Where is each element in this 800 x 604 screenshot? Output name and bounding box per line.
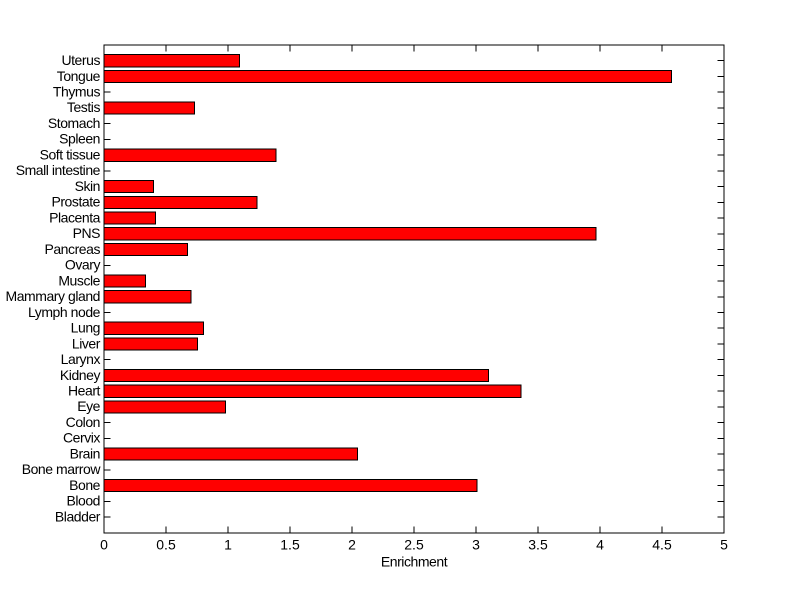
svg-text:1: 1 — [224, 537, 232, 553]
svg-text:2.5: 2.5 — [404, 537, 424, 553]
svg-text:Skin: Skin — [75, 178, 100, 194]
svg-text:5: 5 — [720, 537, 728, 553]
svg-text:Brain: Brain — [70, 445, 100, 461]
svg-text:Tongue: Tongue — [57, 68, 101, 84]
svg-text:4: 4 — [596, 537, 604, 553]
svg-text:Uterus: Uterus — [61, 52, 100, 68]
svg-text:Small intestine: Small intestine — [16, 162, 101, 178]
svg-text:Lung: Lung — [71, 320, 100, 336]
svg-text:Larynx: Larynx — [61, 351, 101, 367]
svg-text:Enrichment: Enrichment — [381, 554, 448, 570]
svg-text:Cervix: Cervix — [63, 430, 100, 446]
svg-text:Blood: Blood — [66, 493, 100, 509]
svg-text:Bladder: Bladder — [55, 508, 101, 524]
svg-text:Prostate: Prostate — [51, 194, 100, 210]
svg-text:2: 2 — [348, 537, 356, 553]
svg-text:4.5: 4.5 — [652, 537, 672, 553]
svg-text:Thymus: Thymus — [53, 84, 101, 100]
svg-text:3: 3 — [472, 537, 480, 553]
svg-text:1.5: 1.5 — [280, 537, 300, 553]
svg-text:Ovary: Ovary — [65, 257, 101, 273]
svg-text:0.5: 0.5 — [156, 537, 176, 553]
svg-text:Soft tissue: Soft tissue — [40, 146, 101, 162]
svg-text:PNS: PNS — [73, 225, 101, 241]
svg-text:Mammary gland: Mammary gland — [5, 288, 100, 304]
svg-text:Muscle: Muscle — [58, 272, 100, 288]
svg-text:Bone: Bone — [69, 477, 101, 493]
svg-text:Spleen: Spleen — [59, 131, 100, 147]
svg-text:Pancreas: Pancreas — [44, 241, 100, 257]
svg-text:Kidney: Kidney — [60, 367, 101, 383]
svg-text:0: 0 — [100, 537, 108, 553]
svg-text:Heart: Heart — [68, 382, 101, 398]
svg-text:Liver: Liver — [72, 335, 101, 351]
svg-text:3.5: 3.5 — [528, 537, 548, 553]
svg-text:Testis: Testis — [67, 99, 101, 115]
svg-text:Eye: Eye — [77, 398, 100, 414]
svg-text:Lymph node: Lymph node — [28, 304, 101, 320]
svg-text:Stomach: Stomach — [48, 115, 100, 131]
svg-text:Colon: Colon — [66, 414, 100, 430]
svg-text:Placenta: Placenta — [49, 209, 101, 225]
svg-text:Bone marrow: Bone marrow — [22, 461, 102, 477]
